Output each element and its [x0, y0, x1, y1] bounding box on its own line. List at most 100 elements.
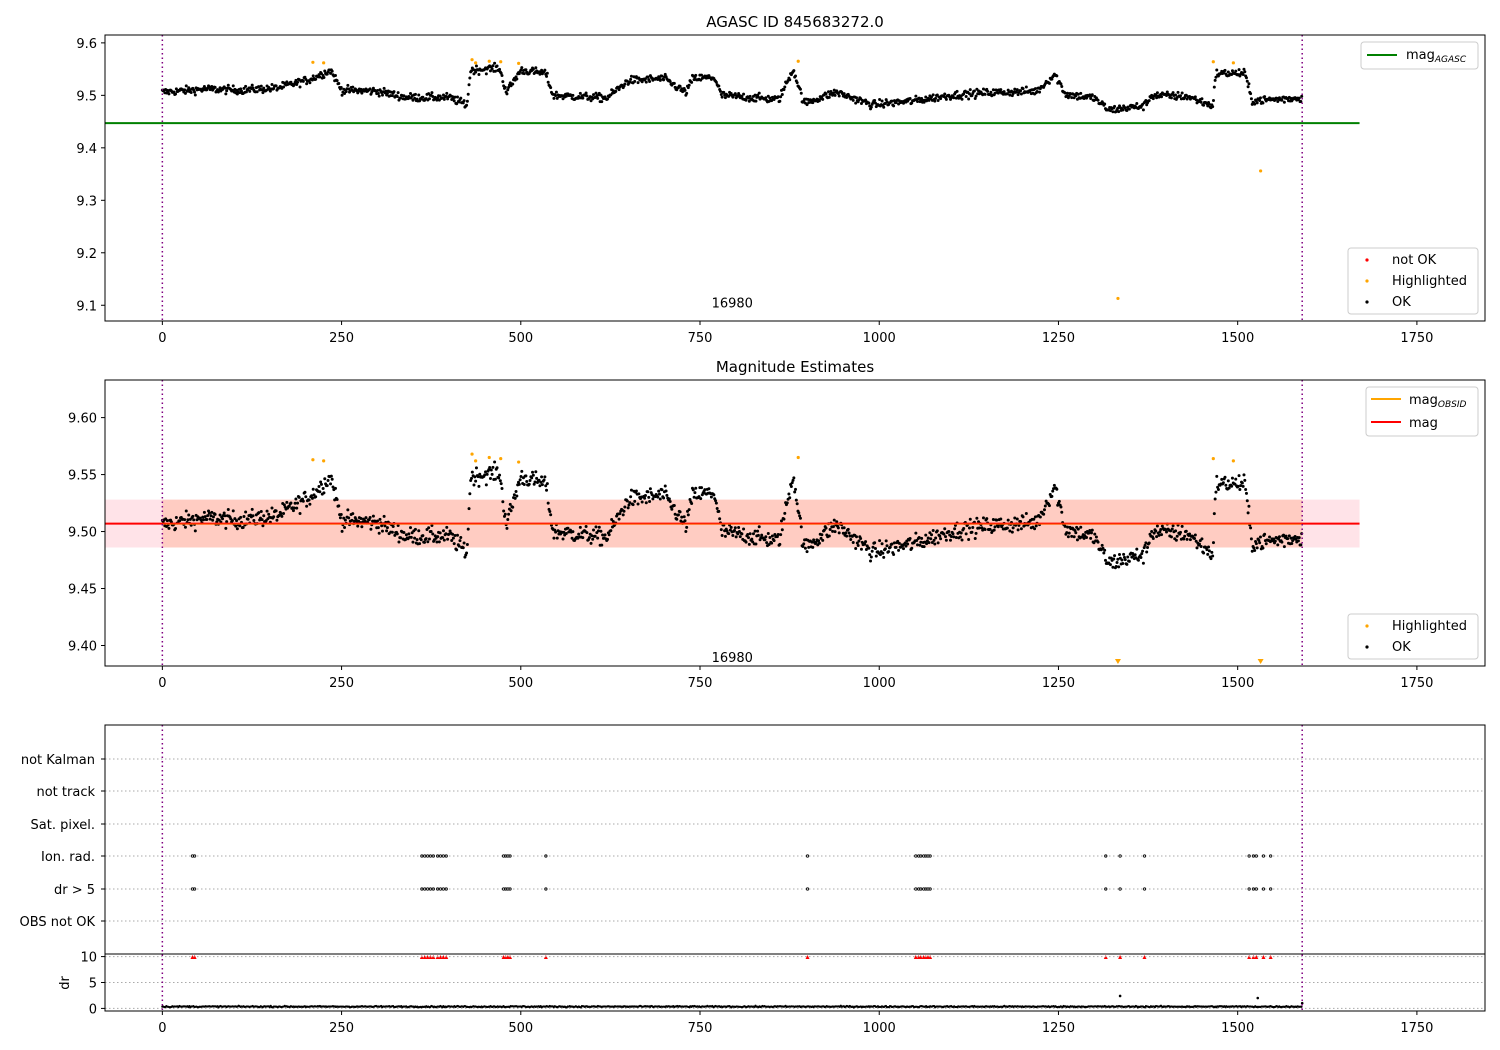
ok-point [636, 502, 640, 506]
ok-point [629, 74, 633, 78]
ok-point [555, 536, 559, 540]
ok-point [601, 533, 605, 537]
ok-point [461, 546, 465, 550]
ok-point [578, 91, 582, 95]
ok-point [723, 534, 727, 538]
flag-row-label: Ion. rad. [41, 850, 95, 865]
ok-point [270, 83, 274, 87]
ok-point [633, 79, 637, 83]
ok-point [864, 540, 868, 544]
ok-point [505, 92, 509, 96]
ok-point [396, 91, 400, 95]
ok-point [354, 517, 358, 521]
ok-point [364, 87, 368, 91]
ok-point [376, 526, 380, 530]
ok-point [493, 460, 497, 464]
ok-point [392, 90, 396, 94]
ok-point [274, 84, 278, 88]
ok-point [524, 474, 528, 478]
ok-point [1074, 531, 1078, 535]
ok-point [554, 94, 558, 98]
ok-point [951, 532, 955, 536]
ok-point [765, 541, 769, 545]
highlighted-point [1231, 459, 1235, 463]
ok-point [525, 479, 529, 483]
ok-point [1230, 69, 1234, 73]
ok-point [437, 540, 441, 544]
ok-point [335, 79, 339, 83]
ok-point [1174, 538, 1178, 542]
ok-point [680, 515, 684, 519]
agasc-ytick-label: 9.4 [76, 142, 97, 157]
ok-point [753, 529, 757, 533]
ok-point [1180, 524, 1184, 528]
ok-point [522, 482, 526, 486]
panel-flags-frame [104, 724, 1486, 1012]
ok-point [472, 483, 476, 487]
ok-point [849, 538, 853, 542]
ok-point [554, 530, 558, 534]
ok-point [1230, 476, 1234, 480]
ok-point [1019, 520, 1023, 524]
ok-point [545, 71, 549, 75]
ok-point [343, 525, 347, 529]
ok-point [1090, 93, 1094, 97]
flag-point [1251, 854, 1256, 858]
magnitude-ytick-label: 9.45 [68, 583, 97, 598]
flag-point [444, 854, 448, 858]
ok-point [308, 81, 312, 85]
ok-point [709, 495, 713, 499]
ok-point [1063, 524, 1067, 528]
magnitude-xtick-label: 1750 [1400, 676, 1433, 691]
ok-point [925, 542, 929, 546]
ok-point [1032, 517, 1036, 521]
ok-point [1199, 100, 1203, 104]
ok-point [1263, 95, 1267, 99]
ok-point [244, 510, 248, 514]
ok-point [629, 495, 633, 499]
flag-point [928, 854, 932, 858]
ok-point [552, 96, 556, 100]
ok-point [321, 487, 325, 491]
ok-point [973, 97, 977, 101]
ok-point [603, 533, 607, 537]
ok-point [445, 525, 449, 529]
ok-point [700, 486, 704, 490]
ok-point [311, 74, 315, 78]
ok-point [780, 92, 784, 96]
flag-point [431, 854, 435, 858]
ok-point [493, 477, 497, 481]
ok-point [314, 77, 318, 81]
ok-point [592, 93, 596, 97]
dr-clipped-marker [1118, 955, 1123, 959]
ok-point [1268, 535, 1272, 539]
ok-point [682, 515, 686, 519]
ok-point [399, 536, 403, 540]
ok-point [520, 66, 524, 70]
ok-point [938, 534, 942, 538]
ok-point [270, 506, 274, 510]
ok-point [1123, 558, 1127, 562]
ok-point [540, 483, 544, 487]
ok-point [262, 514, 266, 518]
ok-point [1243, 70, 1247, 74]
ok-point [453, 533, 457, 537]
ok-point [1150, 530, 1154, 534]
ok-point [252, 519, 256, 523]
ok-point [326, 478, 330, 482]
ok-point [683, 88, 687, 92]
ok-point [1079, 91, 1083, 95]
ok-point [916, 543, 920, 547]
ok-point [1255, 546, 1259, 550]
ok-point [1249, 526, 1253, 530]
ok-point [873, 541, 877, 545]
ok-point [634, 489, 638, 493]
ok-point [484, 483, 488, 487]
ok-point [548, 510, 552, 514]
ok-point [678, 84, 682, 88]
ok-point [272, 515, 276, 519]
ok-point [967, 537, 971, 541]
dr-tick-label: 0 [89, 1002, 97, 1017]
ok-point [199, 518, 203, 522]
ok-point [231, 84, 235, 88]
